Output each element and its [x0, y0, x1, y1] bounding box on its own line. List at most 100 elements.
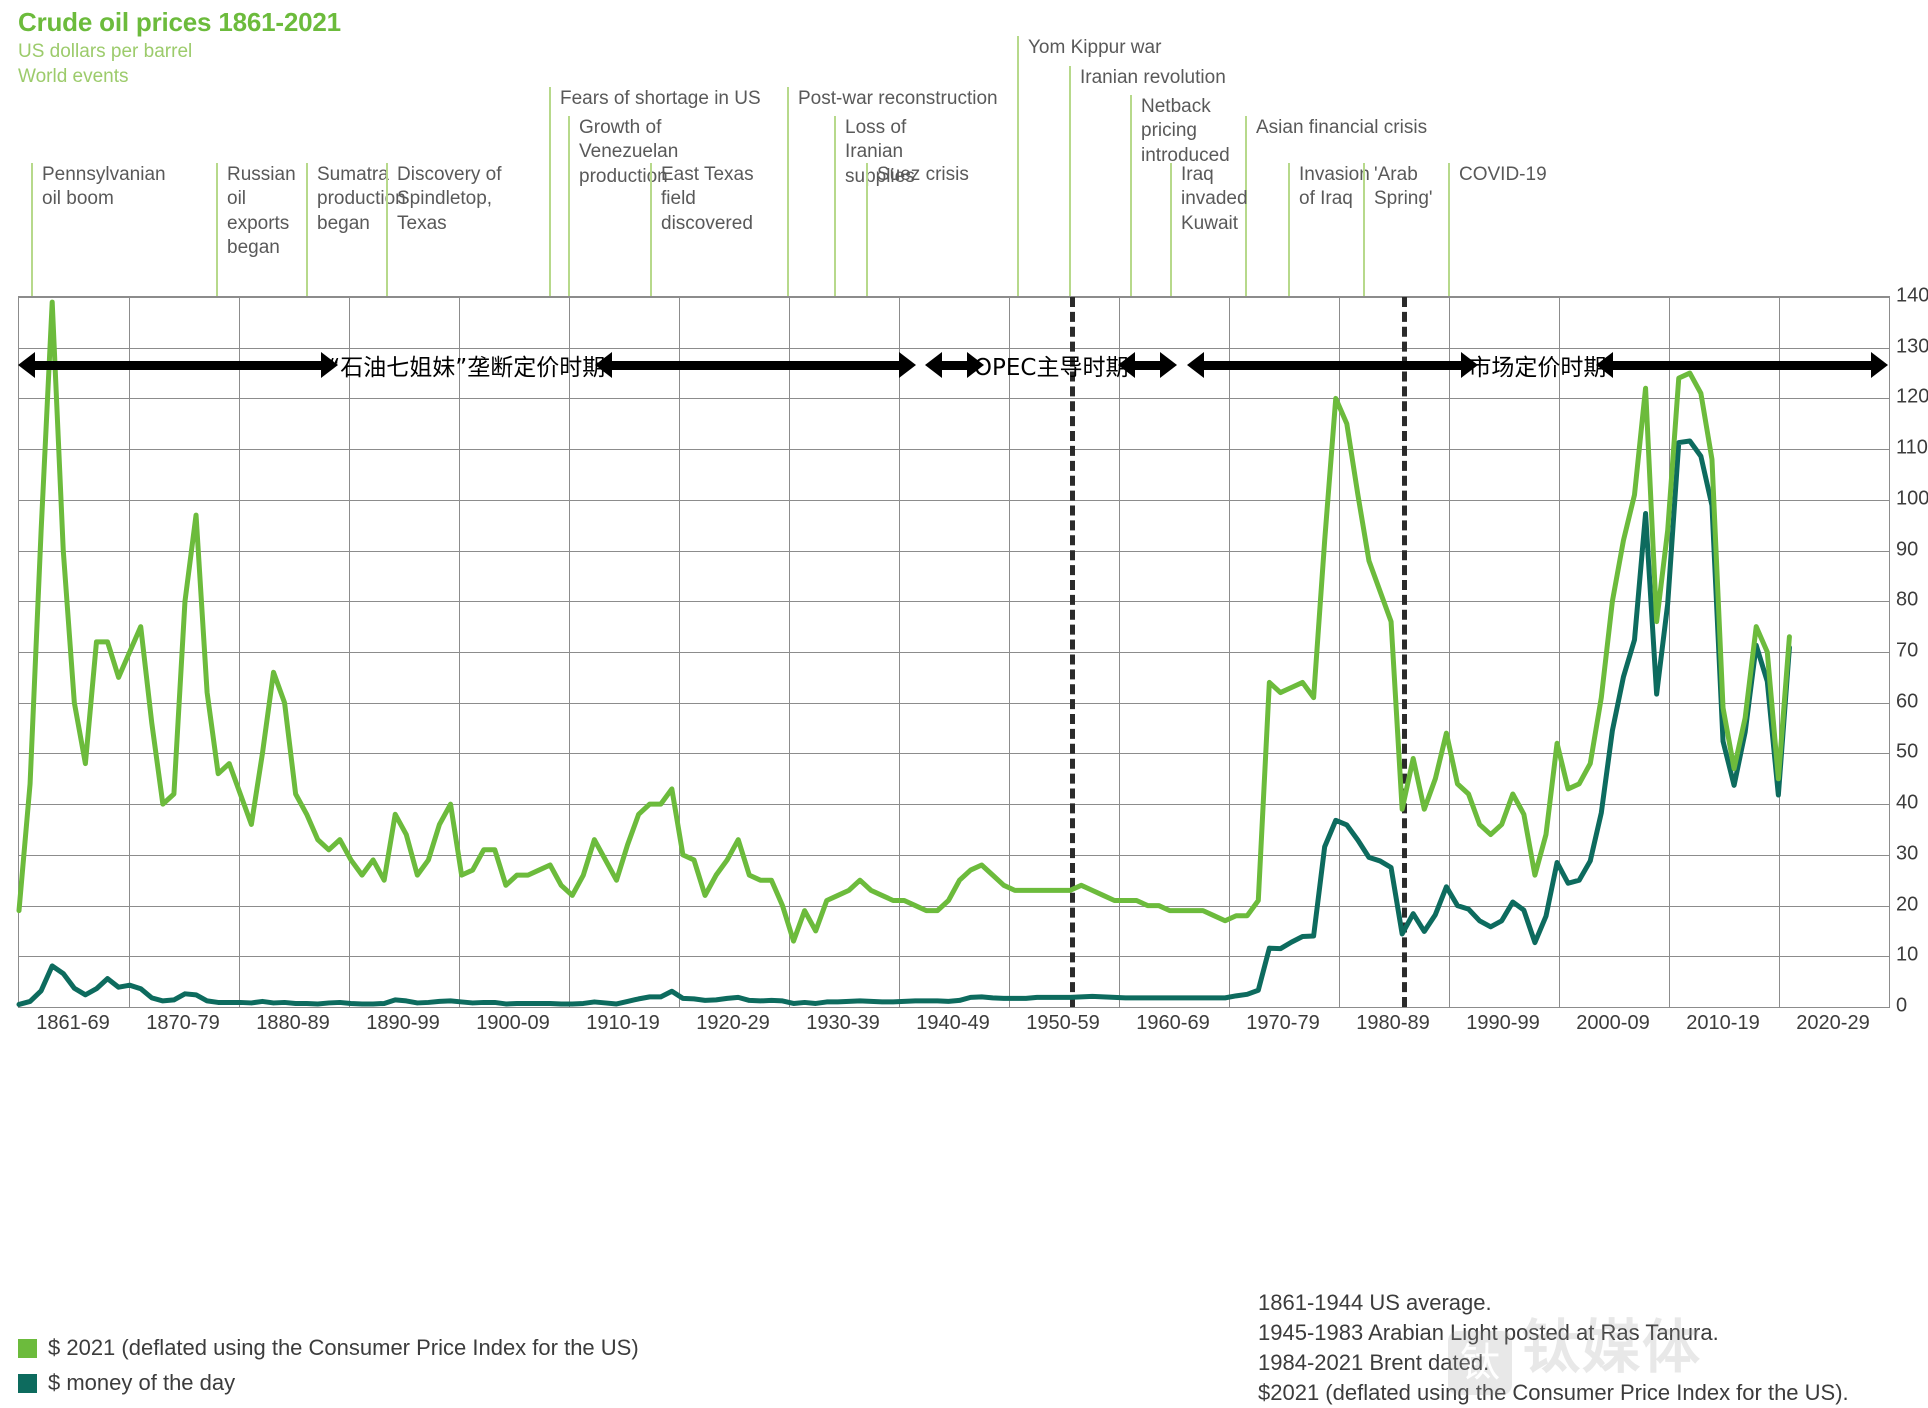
x-axis-ticks: 1861-69 1870-79 1880-89 1890-99 1900-09 1910-…: [18, 1012, 1890, 1046]
y-axis-tick-label: 100: [1896, 487, 1928, 510]
world-event-label: Loss of Iranian supplies: [834, 116, 964, 296]
x-axis-tick-label: 1970-79: [1246, 1012, 1320, 1034]
gridline-vertical: [1559, 297, 1560, 1007]
gridline-vertical: [1119, 297, 1120, 1007]
gridline-vertical: [899, 297, 900, 1007]
world-event-text: COVID-19: [1459, 164, 1547, 185]
subtitle-world-events: World events: [18, 65, 129, 87]
y-axis-tick-label: 80: [1896, 588, 1919, 611]
legend-swatch: [18, 1338, 37, 1358]
gridline-vertical: [1779, 297, 1780, 1007]
gridline-horizontal: [19, 347, 1889, 349]
legend-item[interactable]: $ money of the day: [18, 1370, 639, 1396]
world-event-label: East Texas field discovered: [650, 163, 785, 296]
world-event-label: Russian oil exports began: [216, 163, 304, 296]
gridline-horizontal: [19, 499, 1889, 501]
era-divider-line: [1070, 297, 1076, 1007]
world-events-band: Pennsylvanian oil boom Russian oil export…: [0, 0, 1928, 296]
series-line: [16, 299, 1792, 944]
y-axis-tick-label: 90: [1896, 538, 1919, 561]
world-event-label: Fears of shortage in US: [549, 87, 785, 296]
world-event-text: Pennsylvanian oil boom: [42, 164, 166, 210]
world-event-text: Fears of shortage in US: [560, 88, 761, 109]
world-event-label: Asian financial crisis: [1245, 116, 1455, 296]
world-event-text: Loss of Iranian supplies: [845, 117, 915, 187]
world-event-text: Netback pricing introduced: [1141, 96, 1230, 166]
subtitle-units: US dollars per barrel: [18, 40, 193, 62]
legend-label: $ money of the day: [48, 1370, 236, 1395]
x-axis-tick-label: 1890-99: [366, 1012, 440, 1034]
x-axis-tick-label: 1920-29: [696, 1012, 770, 1034]
x-axis-tick-label: 2020-29: [1796, 1012, 1870, 1034]
gridline-vertical: [1009, 297, 1010, 1007]
y-axis-tick-label: 120: [1896, 385, 1928, 408]
gridline-vertical: [1339, 297, 1340, 1007]
x-axis-tick-label: 2010-19: [1686, 1012, 1760, 1034]
footnote-line: 1984-2021 Brent dated.: [1258, 1349, 1490, 1375]
world-event-label: Suez crisis: [866, 163, 1016, 296]
grid-layer: [19, 297, 1889, 1008]
x-axis-tick-label: 1861-69: [36, 1012, 110, 1034]
gridline-horizontal: [19, 956, 1889, 958]
gridline-horizontal: [19, 652, 1889, 653]
legend-swatch: [18, 1373, 37, 1393]
gridline-horizontal: [19, 753, 1889, 755]
gridline-horizontal: [19, 905, 1889, 907]
x-axis-tick-label: 1960-69: [1136, 1012, 1210, 1034]
legend-label: $ 2021 (deflated using the Consumer Pric…: [48, 1335, 639, 1360]
world-event-label: Yom Kippur war: [1017, 36, 1177, 296]
world-event-text: Post-war reconstruction: [798, 88, 998, 109]
world-event-text: 'Arab Spring': [1374, 164, 1433, 210]
world-event-text: Invasion of Iraq: [1299, 164, 1370, 210]
world-event-label: Post-war reconstruction: [787, 87, 1019, 296]
footnote-line: $2021 (deflated using the Consumer Price…: [1258, 1379, 1849, 1405]
y-axis-tick-label: 40: [1896, 791, 1919, 814]
world-event-label: COVID-19: [1448, 163, 1568, 296]
gridline-horizontal: [19, 702, 1889, 704]
x-axis-tick-label: 1940-49: [916, 1012, 990, 1034]
x-axis-tick-label: 1980-89: [1356, 1012, 1430, 1034]
world-event-text: Growth of Venezuelan production: [579, 117, 679, 187]
x-axis-tick-label: 2000-09: [1576, 1012, 1650, 1034]
gridline-vertical: [459, 297, 460, 1007]
series-layer: [16, 299, 1792, 1007]
x-axis-tick-label: 1930-39: [806, 1012, 880, 1034]
y-axis-tick-label: 20: [1896, 893, 1919, 916]
world-event-text: Iranian revolution: [1080, 67, 1226, 88]
gridline-vertical: [239, 297, 240, 1007]
gridline-vertical: [569, 297, 570, 1007]
world-event-text: Russian oil exports began: [227, 164, 296, 258]
page-title: Crude oil prices 1861-2021: [18, 7, 341, 37]
gridline-vertical: [349, 297, 350, 1007]
world-event-text: East Texas field discovered: [661, 164, 754, 234]
y-axis-tick-label: 70: [1896, 639, 1919, 662]
legend-item[interactable]: $ 2021 (deflated using the Consumer Pric…: [18, 1335, 639, 1361]
chart-header: Crude oil prices 1861-2021 US dollars pe…: [18, 7, 341, 89]
world-event-text: Iraq invaded Kuwait: [1181, 164, 1248, 234]
world-event-text: Suez crisis: [877, 164, 969, 185]
series-line: [16, 438, 1792, 1007]
gridline-horizontal: [19, 550, 1889, 552]
world-event-label: 'Arab Spring': [1363, 163, 1443, 296]
gridline-horizontal: [19, 1007, 1889, 1008]
gridline-horizontal: [19, 804, 1889, 806]
gridline-horizontal: [19, 398, 1889, 400]
gridline-horizontal: [19, 854, 1889, 856]
world-event-label: Iranian revolution: [1069, 66, 1234, 296]
y-axis-tick-label: 10: [1896, 943, 1919, 966]
x-axis-tick-label: 1990-99: [1466, 1012, 1540, 1034]
y-axis-tick-label: 30: [1896, 842, 1919, 865]
world-event-label: Growth of Venezuelan production: [568, 116, 748, 296]
footnote-line: 1861-1944 US average.: [1258, 1290, 1492, 1315]
x-axis-tick-label: 1910-19: [586, 1012, 660, 1034]
x-axis-tick-label: 1900-09: [476, 1012, 550, 1034]
gridline-horizontal: [19, 297, 1889, 298]
world-event-label: Invasion of Iraq: [1288, 163, 1370, 296]
y-axis-ticks: 0 10 20 30 40 50 60 70 80 90 100 110 120 130 140: [1896, 285, 1928, 1017]
world-event-text: Yom Kippur war: [1028, 37, 1162, 58]
gridline-vertical: [1449, 297, 1450, 1007]
gridline-vertical: [679, 297, 680, 1007]
footnote-line: 1945-1983 Arabian Light posted at Ras Ta…: [1258, 1319, 1719, 1345]
gridline-vertical: [1669, 297, 1670, 1007]
world-event-label: Sumatra production began: [306, 163, 406, 296]
